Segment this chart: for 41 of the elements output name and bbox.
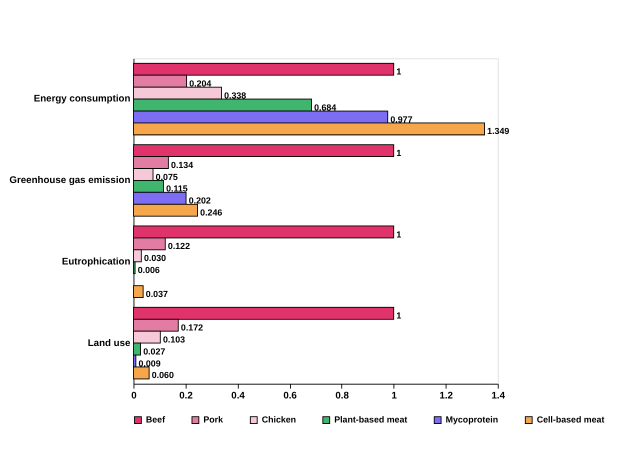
y-tick-label: Eutrophication (62, 256, 130, 268)
y-tick-label: Greenhouse gas emission (9, 175, 130, 186)
data-label: 0.684 (314, 102, 336, 112)
y-tick-label: Land use (88, 338, 131, 349)
data-label: 0.030 (144, 253, 166, 264)
legend-label: Chicken (262, 414, 296, 425)
data-label: 0.027 (143, 346, 166, 356)
x-tick-label: 0.6 (283, 390, 298, 402)
legend-label: Cell-based meat (536, 414, 604, 425)
data-label: 1 (396, 66, 402, 77)
data-label: 0.075 (156, 172, 178, 182)
x-tick-label: 1.2 (439, 390, 454, 402)
data-label: 1 (396, 229, 402, 240)
legend-label: Pork (203, 414, 224, 425)
x-tick-label: 0.2 (179, 390, 194, 402)
data-label: 0.103 (162, 334, 186, 344)
data-label: 0.037 (146, 288, 168, 299)
data-label: 0.134 (171, 160, 194, 170)
data-label: 0.977 (390, 114, 413, 124)
data-label: 0.338 (224, 90, 246, 100)
x-tick-label: 0 (131, 390, 137, 402)
x-tick-label: 0.4 (231, 390, 246, 402)
x-tick-label: 1.4 (491, 390, 506, 402)
data-label: 0.246 (200, 208, 222, 218)
x-tick-label: 0.8 (335, 390, 350, 402)
legend-label: Mycoprotein (446, 414, 498, 425)
legend-label: Plant-based meat (334, 414, 408, 425)
data-label: 0.060 (152, 370, 174, 380)
data-label: 1.349 (487, 126, 510, 136)
data-label: 0.172 (180, 322, 204, 333)
data-label: 0.202 (188, 196, 211, 206)
data-label: 0.122 (168, 241, 190, 252)
y-tick-label: Energy consumption (34, 94, 130, 105)
data-label: 1 (396, 310, 402, 321)
data-label: 1 (396, 148, 402, 158)
data-label: 0.115 (166, 184, 188, 194)
x-tick-label: 1 (391, 390, 398, 402)
data-label: 0.006 (138, 265, 160, 276)
data-label: 0.009 (138, 358, 161, 368)
legend-label: Beef (146, 414, 166, 425)
data-label: 0.204 (189, 78, 212, 88)
